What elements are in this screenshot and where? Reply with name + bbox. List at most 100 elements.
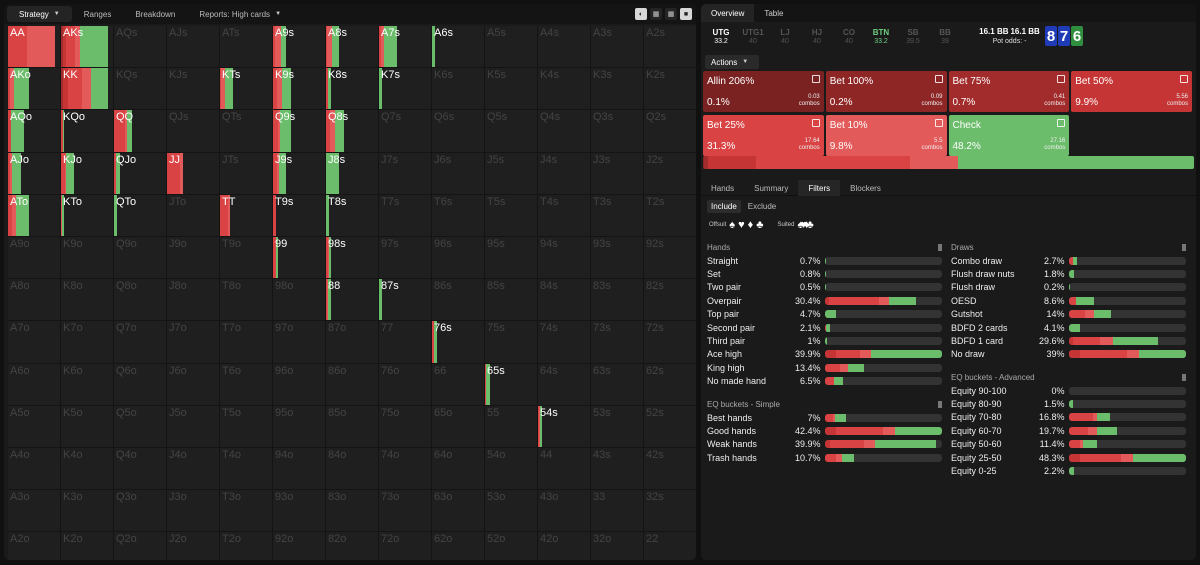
hand-cell[interactable]: 95o [273, 405, 325, 447]
hand-cell[interactable]: KJs [167, 68, 219, 110]
hand-cell[interactable]: 83s [591, 279, 643, 321]
hand-cell[interactable]: J6o [167, 363, 219, 405]
hand-cell[interactable]: T5s [485, 194, 537, 236]
stat-row[interactable]: Third pair 1% [707, 334, 942, 347]
position-btn[interactable]: BTN 33.2 [865, 26, 897, 48]
stat-row[interactable]: Flush draw 0.2% [951, 281, 1186, 294]
hand-cell[interactable]: AKo [8, 68, 60, 110]
hand-cell[interactable]: 95s [485, 236, 537, 279]
stat-row[interactable]: Second pair 2.1% [707, 321, 942, 334]
hand-cell[interactable]: T4o [220, 447, 272, 490]
hand-cell[interactable]: 75s [485, 321, 537, 363]
hand-cell[interactable]: 98o [273, 279, 325, 321]
hand-cell[interactable]: Q5o [114, 405, 166, 447]
hand-cell[interactable]: 42o [538, 532, 590, 560]
stat-row[interactable]: Top pair 4.7% [707, 308, 942, 321]
hand-cell[interactable]: T4s [538, 194, 590, 236]
tab-table[interactable]: Table [764, 8, 784, 18]
hand-cell[interactable]: K8o [61, 279, 113, 321]
hand-cell[interactable]: K7o [61, 321, 113, 363]
hand-cell[interactable]: 32s [644, 490, 696, 532]
hand-cell[interactable]: 22 [644, 532, 696, 560]
hand-cell[interactable]: J7o [167, 321, 219, 363]
hand-cell[interactable]: 84s [538, 279, 590, 321]
stat-row[interactable]: Set 0.8% [707, 267, 942, 280]
stat-row[interactable]: OESD 8.6% [951, 294, 1186, 307]
hand-cell[interactable]: 75o [379, 405, 431, 447]
hand-cell[interactable]: J3o [167, 490, 219, 532]
hand-cell[interactable]: AQo [8, 110, 60, 152]
hand-cell[interactable]: 85s [485, 279, 537, 321]
hand-cell[interactable]: T3s [591, 194, 643, 236]
hand-cell[interactable]: 53o [485, 490, 537, 532]
hand-cell[interactable]: A8s [326, 26, 378, 68]
hand-cell[interactable]: T6s [432, 194, 484, 236]
hand-cell[interactable]: 65s [485, 363, 537, 405]
hand-cell[interactable]: J2s [644, 152, 696, 194]
breakdown-tab[interactable]: Breakdown [135, 9, 176, 19]
hand-cell[interactable]: 76s [432, 321, 484, 363]
hand-cell[interactable]: 73s [591, 321, 643, 363]
contrast-icon[interactable]: ◐ [635, 8, 647, 20]
hand-cell[interactable]: A9o [8, 236, 60, 279]
hand-cell[interactable]: AA [8, 26, 60, 68]
position-sb[interactable]: SB 39.5 [897, 26, 929, 48]
tab-summary[interactable]: Summary [754, 183, 789, 193]
hand-cell[interactable]: 94s [538, 236, 590, 279]
ranges-tab[interactable]: Ranges [83, 9, 112, 19]
hand-cell[interactable]: J2o [167, 532, 219, 560]
hand-cell[interactable]: A8o [8, 279, 60, 321]
hand-cell[interactable]: Q3s [591, 110, 643, 152]
strategy-tab[interactable]: Strategy ▼ [7, 6, 72, 22]
hand-cell[interactable]: AQs [114, 26, 166, 68]
hand-cell[interactable]: 54s [538, 405, 590, 447]
hand-cell[interactable]: 87o [326, 321, 378, 363]
hand-cell[interactable]: A6o [8, 363, 60, 405]
hand-cell[interactable]: 83o [326, 490, 378, 532]
hand-cell[interactable]: QQ [114, 110, 166, 152]
hand-cell[interactable]: J3s [591, 152, 643, 194]
hand-cell[interactable]: T7o [220, 321, 272, 363]
hand-cell[interactable]: JTs [220, 152, 272, 194]
hand-cell[interactable]: T2s [644, 194, 696, 236]
stat-row[interactable]: Gutshot 14% [951, 308, 1186, 321]
stat-row[interactable]: No draw 39% [951, 348, 1186, 361]
diamond-icon[interactable]: ♦ [747, 219, 754, 231]
actions-dropdown[interactable]: Actions ▼ [705, 55, 759, 69]
hand-cell[interactable]: 66 [432, 363, 484, 405]
hand-cell[interactable]: J7s [379, 152, 431, 194]
hand-cell[interactable]: K2s [644, 68, 696, 110]
hand-cell[interactable]: 52s [644, 405, 696, 447]
hand-cell[interactable]: Q8s [326, 110, 378, 152]
hand-cell[interactable]: K5o [61, 405, 113, 447]
hand-cell[interactable]: J9s [273, 152, 325, 194]
hand-cell[interactable]: T6o [220, 363, 272, 405]
stat-row[interactable]: Ace high 39.9% [707, 348, 942, 361]
hand-cell[interactable]: 42s [644, 447, 696, 490]
hand-cell[interactable]: 92s [644, 236, 696, 279]
hand-cell[interactable]: 86s [432, 279, 484, 321]
hand-cell[interactable]: 82o [326, 532, 378, 560]
hand-cell[interactable]: Q6o [114, 363, 166, 405]
hand-cell[interactable]: A7s [379, 26, 431, 68]
stat-row[interactable]: No made hand 6.5% [707, 375, 942, 388]
hand-cell[interactable]: K9o [61, 236, 113, 279]
stat-row[interactable]: Equity 80-90 1.5% [951, 397, 1186, 410]
exclude-button[interactable]: Exclude [747, 202, 777, 211]
stat-row[interactable]: Best hands 7% [707, 411, 942, 424]
hand-cell[interactable]: 55 [485, 405, 537, 447]
hand-cell[interactable]: J5o [167, 405, 219, 447]
hand-cell[interactable]: A4s [538, 26, 590, 68]
collapse-icon[interactable] [1182, 373, 1186, 381]
stat-row[interactable]: King high 13.4% [707, 361, 942, 374]
stat-row[interactable]: Equity 25-50 48.3% [951, 451, 1186, 464]
hand-cell[interactable]: TT [220, 194, 272, 236]
hand-cell[interactable]: K9s [273, 68, 325, 110]
stat-row[interactable]: Combo draw 2.7% [951, 254, 1186, 267]
hand-cell[interactable]: QTs [220, 110, 272, 152]
hand-cell[interactable]: A5s [485, 26, 537, 68]
hand-cell[interactable]: AJs [167, 26, 219, 68]
hand-cell[interactable]: 74o [379, 447, 431, 490]
tab-hands[interactable]: Hands [711, 183, 735, 193]
hand-cell[interactable]: 76o [379, 363, 431, 405]
